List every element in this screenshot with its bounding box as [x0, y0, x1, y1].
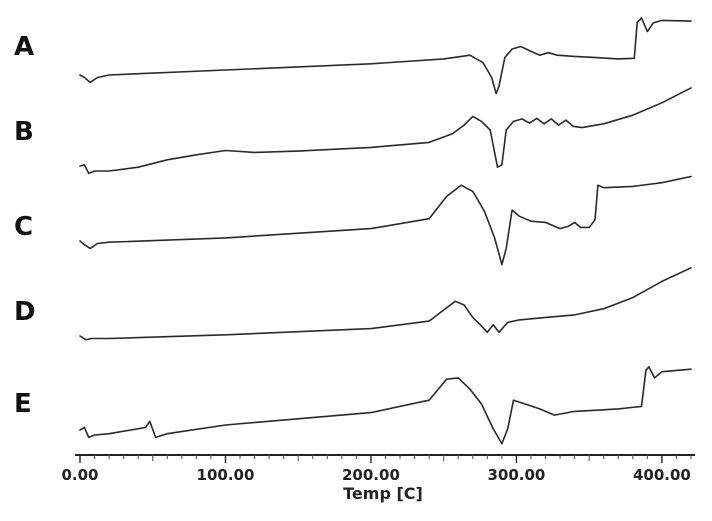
x-tick-label: 100.00 [197, 466, 255, 484]
series-b-curve [79, 87, 692, 175]
series-label-a: A [14, 32, 34, 62]
series-c-curve [79, 175, 692, 266]
x-tick-label: 300.00 [487, 466, 545, 484]
series-a-curve [79, 17, 692, 95]
series-e-curve [79, 366, 692, 445]
x-tick-label: 400.00 [633, 466, 691, 484]
series-label-c: C [14, 212, 33, 242]
series-label-b: B [14, 117, 34, 147]
x-tick-label: 200.00 [342, 466, 400, 484]
series-label-e: E [14, 389, 32, 419]
series-d-curve [79, 267, 692, 341]
x-axis-ticks: 0.00 100.00 200.00 300.00 400.00 [61, 455, 692, 484]
series-label-d: D [14, 297, 36, 327]
x-tick-label: 0.00 [61, 466, 98, 484]
x-axis-title: Temp [C] [343, 484, 423, 503]
panel-labels-layer: A B C D E [14, 32, 36, 419]
curves-layer [79, 17, 692, 445]
